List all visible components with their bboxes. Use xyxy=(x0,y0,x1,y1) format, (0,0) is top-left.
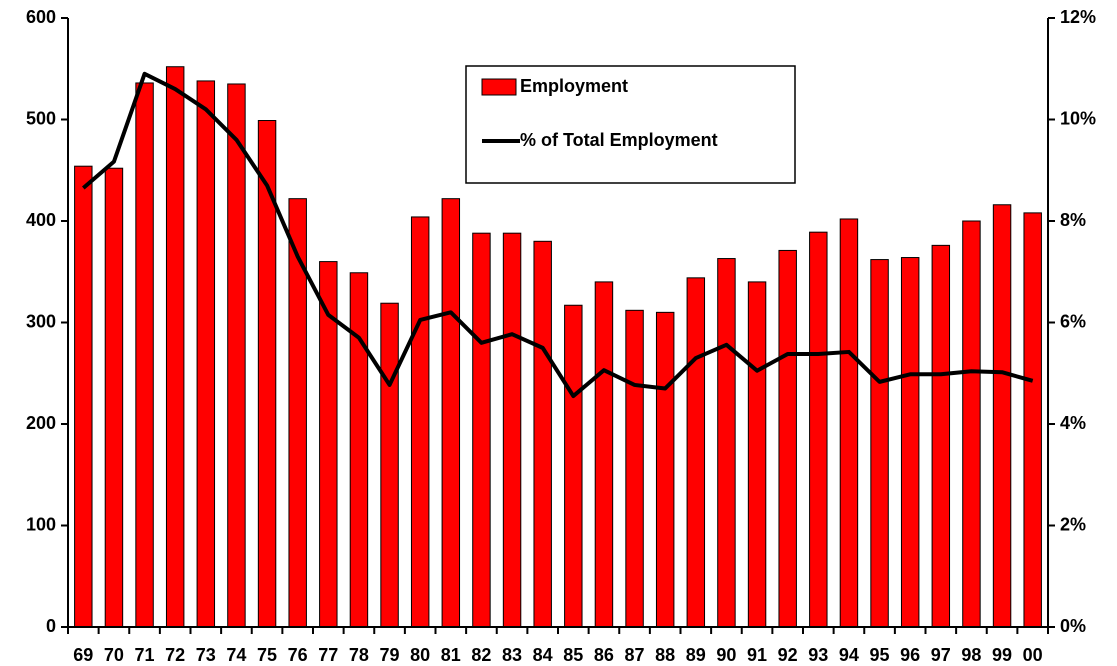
bar xyxy=(349,272,369,628)
y2-tick-label: 6% xyxy=(1060,311,1086,331)
bar xyxy=(839,218,859,628)
x-tick-label: 84 xyxy=(533,645,553,665)
x-tick-label: 80 xyxy=(410,645,430,665)
x-tick-label: 95 xyxy=(870,645,890,665)
bar xyxy=(962,220,981,628)
y-tick-label: 300 xyxy=(26,311,56,331)
x-tick-label: 73 xyxy=(196,645,216,665)
bar xyxy=(288,198,307,628)
x-tick-label: 77 xyxy=(318,645,338,665)
bar xyxy=(441,198,461,628)
x-tick-label: 92 xyxy=(778,645,798,665)
bar xyxy=(472,232,491,628)
y2-tick-label: 4% xyxy=(1060,413,1086,433)
bar xyxy=(104,167,124,628)
x-tick-label: 89 xyxy=(686,645,706,665)
x-tick-label: 78 xyxy=(349,645,369,665)
y2-tick-label: 8% xyxy=(1060,210,1086,230)
y2-tick-label: 2% xyxy=(1060,514,1086,534)
x-tick-label: 96 xyxy=(900,645,920,665)
x-tick-label: 75 xyxy=(257,645,277,665)
bar xyxy=(625,309,644,628)
x-tick-label: 74 xyxy=(226,645,246,665)
bar xyxy=(380,302,399,628)
bar xyxy=(502,232,522,628)
bar xyxy=(870,259,889,628)
bar xyxy=(900,257,920,628)
bar xyxy=(717,258,736,628)
x-tick-label: 83 xyxy=(502,645,522,665)
y-tick-label: 100 xyxy=(26,514,56,534)
x-tick-label: 82 xyxy=(471,645,491,665)
bar xyxy=(655,311,675,628)
bar xyxy=(931,244,951,628)
x-tick-label: 81 xyxy=(441,645,461,665)
x-tick-label: 94 xyxy=(839,645,859,665)
y2-tick-label: 12% xyxy=(1060,7,1096,27)
x-tick-label: 91 xyxy=(747,645,767,665)
bar xyxy=(594,281,614,628)
x-tick-label: 99 xyxy=(992,645,1012,665)
legend-label: Employment xyxy=(520,76,628,96)
bar xyxy=(747,281,767,628)
bar xyxy=(564,304,583,628)
bar xyxy=(410,216,430,628)
y-tick-label: 400 xyxy=(26,210,56,230)
x-tick-label: 97 xyxy=(931,645,951,665)
x-tick-label: 98 xyxy=(961,645,981,665)
legend-box xyxy=(465,65,796,184)
x-tick-label: 90 xyxy=(716,645,736,665)
bar xyxy=(227,83,246,628)
bar xyxy=(1023,212,1042,628)
x-tick-label: 69 xyxy=(73,645,93,665)
y-tick-label: 500 xyxy=(26,108,56,128)
x-tick-label: 93 xyxy=(808,645,828,665)
line xyxy=(82,71,1034,399)
bar xyxy=(533,240,552,628)
y2-tick-label: 0% xyxy=(1060,616,1086,636)
bar xyxy=(74,165,93,628)
bar xyxy=(778,249,797,628)
bar xyxy=(809,231,828,628)
x-tick-label: 86 xyxy=(594,645,614,665)
x-tick-label: 79 xyxy=(380,645,400,665)
y-tick-label: 0 xyxy=(46,616,56,636)
legend-swatch xyxy=(481,78,517,96)
y-tick-label: 600 xyxy=(26,7,56,27)
y-tick-label: 200 xyxy=(26,413,56,433)
x-tick-label: 70 xyxy=(104,645,124,665)
bar xyxy=(165,66,185,628)
x-tick-label: 88 xyxy=(655,645,675,665)
y2-tick-label: 10% xyxy=(1060,108,1096,128)
x-tick-label: 87 xyxy=(625,645,645,665)
bar xyxy=(135,82,154,628)
bar xyxy=(992,204,1012,628)
x-tick-label: 85 xyxy=(563,645,583,665)
x-tick-label: 00 xyxy=(1023,645,1043,665)
x-tick-label: 71 xyxy=(135,645,155,665)
bar xyxy=(686,277,706,628)
x-tick-label: 76 xyxy=(288,645,308,665)
bar xyxy=(196,80,216,628)
legend-label: % of Total Employment xyxy=(520,130,718,150)
x-tick-label: 72 xyxy=(165,645,185,665)
